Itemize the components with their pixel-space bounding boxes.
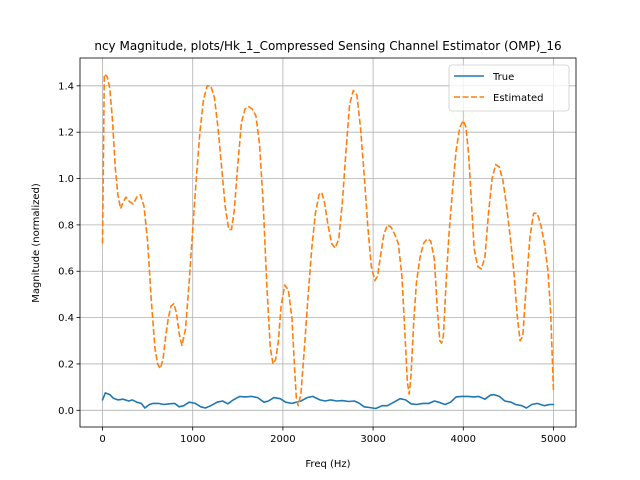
y-tick-label: 1.0 <box>58 174 74 185</box>
y-tick-label: 0.2 <box>58 359 74 370</box>
x-tick-label: 1000 <box>180 434 205 445</box>
x-tick-label: 5000 <box>541 434 566 445</box>
legend: True Estimated <box>448 64 570 112</box>
x-tick-label: 2000 <box>270 434 295 445</box>
y-tick-label: 0.4 <box>58 313 74 324</box>
y-tick-label: 0.0 <box>58 406 74 417</box>
x-axis-label: Freq (Hz) <box>305 459 350 470</box>
x-tick-label: 3000 <box>360 434 385 445</box>
y-tick-label: 1.2 <box>58 128 74 139</box>
x-tick-label: 0 <box>99 434 105 445</box>
series-lines <box>101 73 555 410</box>
y-tick-label: 0.6 <box>58 267 74 278</box>
x-tick-label: 4000 <box>451 434 476 445</box>
grid-lines <box>80 58 576 427</box>
y-tick-label: 0.8 <box>58 220 74 231</box>
plot-frame <box>79 57 577 428</box>
legend-label-true: True <box>492 72 514 83</box>
y-axis-label: Magnitude (normalized) <box>31 183 42 303</box>
legend-label-estimated: Estimated <box>493 93 544 104</box>
axis-ticks: 0 1000 2000 3000 4000 5000 0.0 0.2 0.4 0.6 0.8 1.0 1… <box>58 81 566 445</box>
chart-title: ncy Magnitude, plots/Hk_1_Compressed Sen… <box>94 39 561 53</box>
series-line-estimated <box>101 73 555 407</box>
series-line-true <box>101 392 555 410</box>
y-tick-label: 1.4 <box>58 81 74 92</box>
